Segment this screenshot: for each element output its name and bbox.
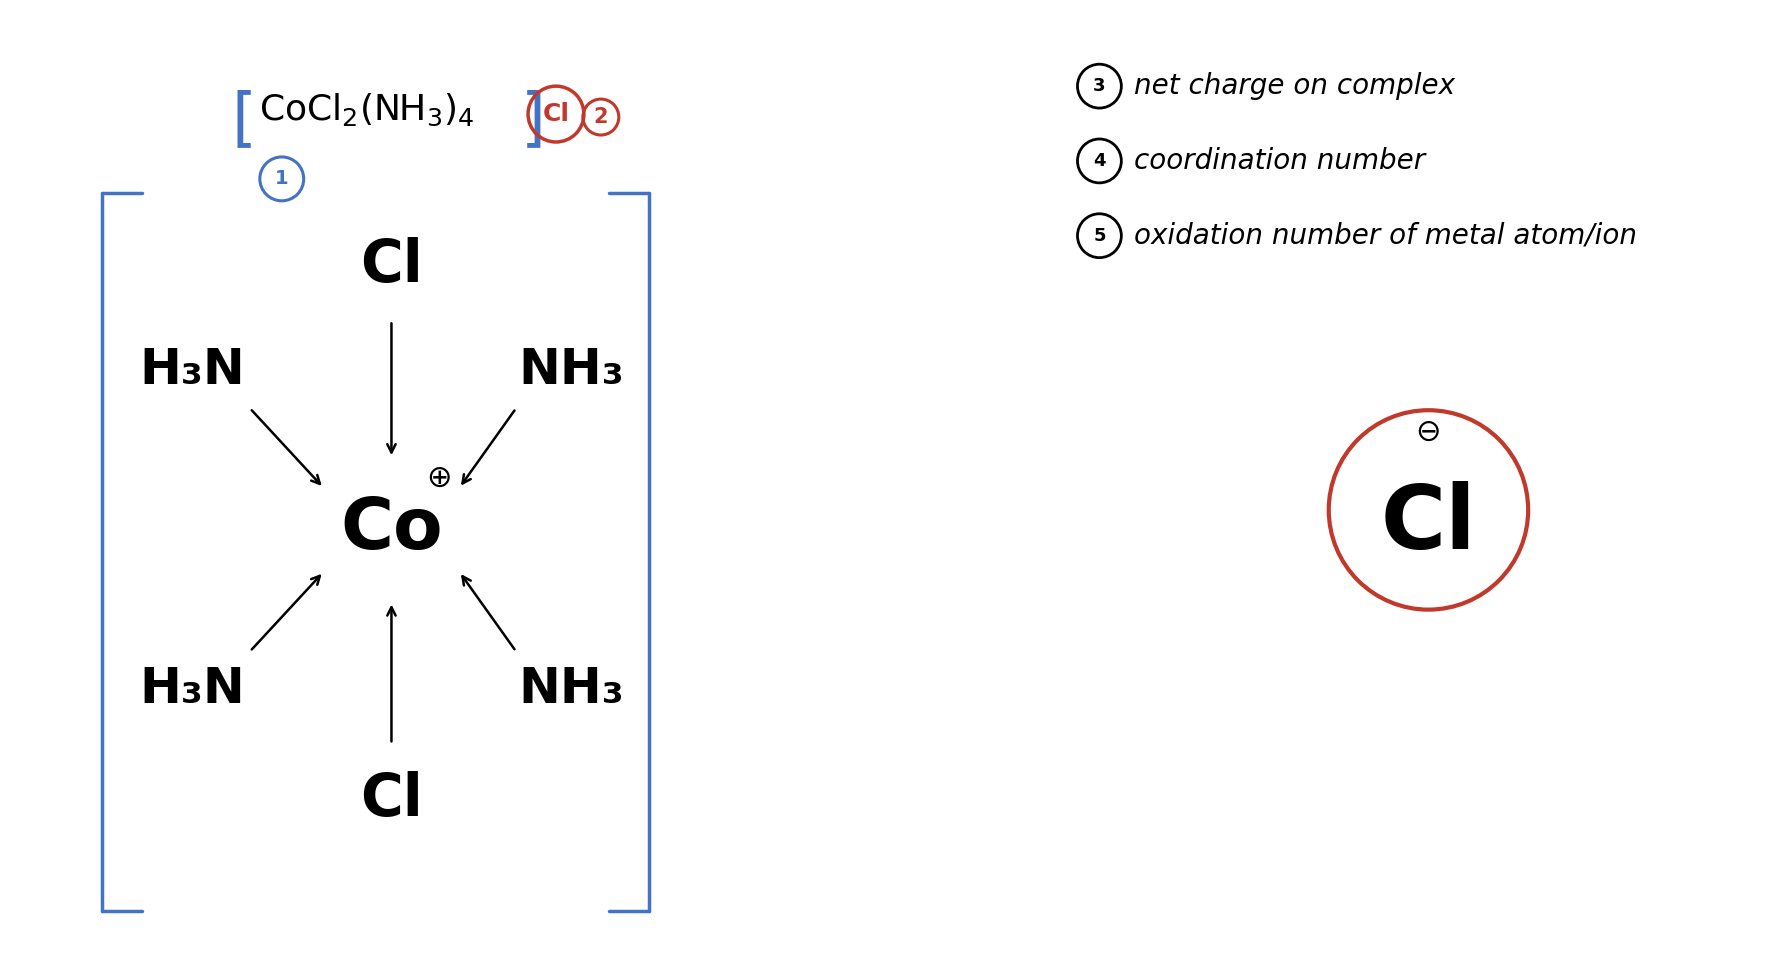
Text: Cl: Cl <box>543 102 570 126</box>
Text: ]: ] <box>521 89 546 151</box>
Text: 5: 5 <box>1093 227 1105 245</box>
Text: H₃N: H₃N <box>140 665 245 713</box>
Text: [: [ <box>231 89 256 151</box>
Text: Co: Co <box>340 495 442 564</box>
Text: 1: 1 <box>276 170 288 188</box>
Text: net charge on complex: net charge on complex <box>1134 72 1456 100</box>
Text: 3: 3 <box>1093 77 1105 95</box>
Text: CoCl$_2$(NH$_3$)$_4$: CoCl$_2$(NH$_3$)$_4$ <box>260 93 475 128</box>
Text: NH₃: NH₃ <box>518 665 623 713</box>
Text: 4: 4 <box>1093 152 1105 170</box>
Text: Cl: Cl <box>360 237 423 294</box>
Text: 2: 2 <box>593 107 609 127</box>
Text: coordination number: coordination number <box>1134 147 1426 174</box>
Text: Cl: Cl <box>360 770 423 827</box>
Text: oxidation number of metal atom/ion: oxidation number of metal atom/ion <box>1134 222 1637 250</box>
Text: ⊖: ⊖ <box>1415 417 1442 446</box>
Text: ⊕: ⊕ <box>426 464 451 493</box>
Text: NH₃: NH₃ <box>518 346 623 394</box>
Text: Cl: Cl <box>1381 481 1476 569</box>
Text: H₃N: H₃N <box>140 346 245 394</box>
